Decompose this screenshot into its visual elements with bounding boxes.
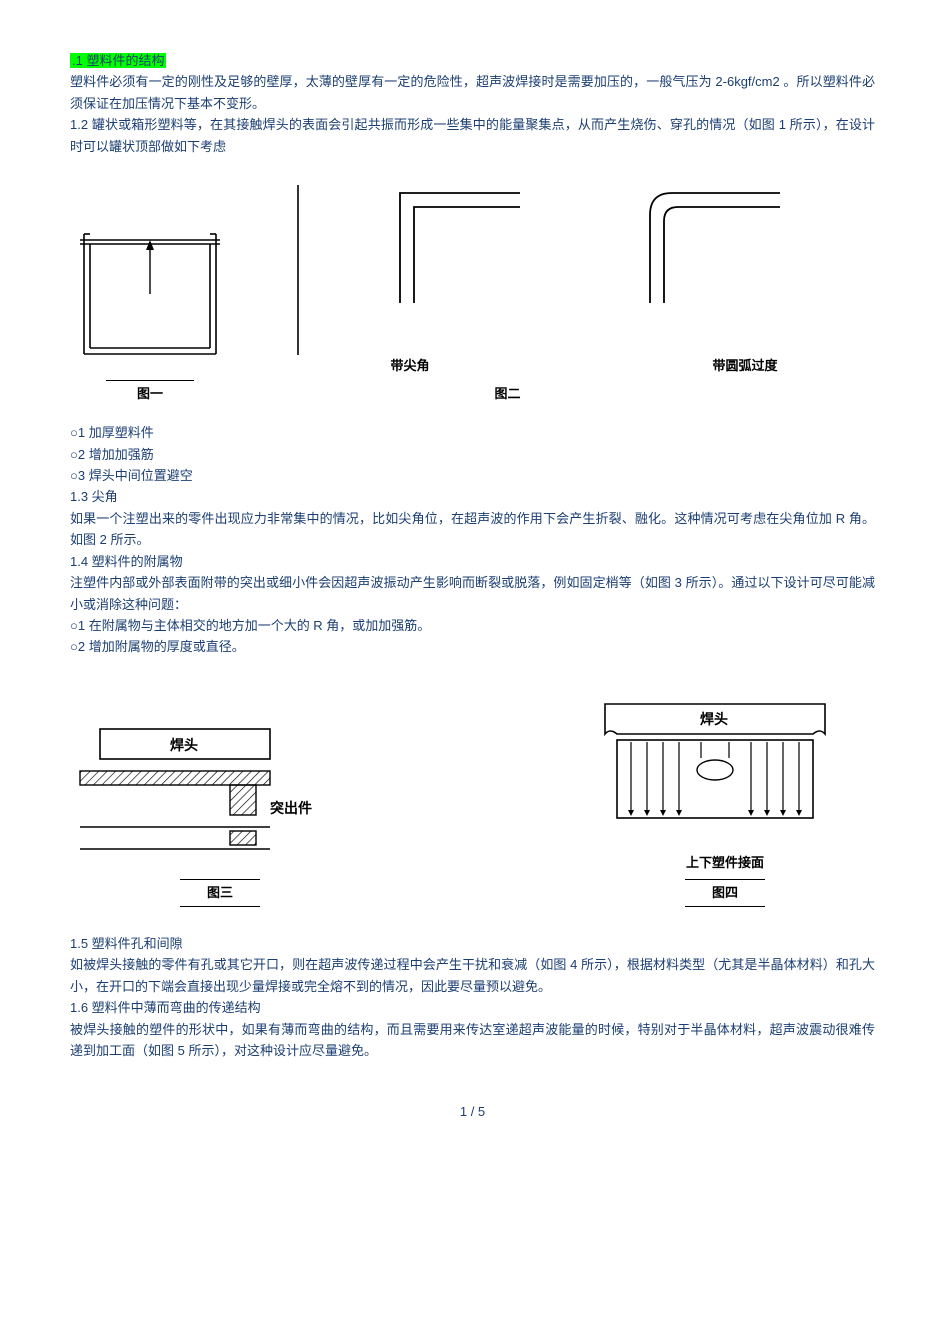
page-total: 5: [478, 1104, 485, 1119]
figure-1-caption: 图一: [106, 380, 194, 404]
figure-2: 带尖角 带圆弧过度 图二: [290, 185, 875, 404]
figure-3: 焊头 突出件 图三: [70, 723, 370, 906]
figure-4-svg: 焊头: [575, 698, 855, 848]
figure-3-caption: 图三: [180, 879, 260, 906]
page-number: 1: [460, 1104, 467, 1119]
bullet-2-1: ○1 在附属物与主体相交的地方加一个大的 R 角，或加加强筋。: [70, 615, 875, 636]
bullet-1-1: ○1 加厚塑料件: [70, 422, 875, 443]
bullet-1-3: ○3 焊头中间位置避空: [70, 465, 875, 486]
fig3-horn-label: 焊头: [170, 737, 198, 754]
section-1-5-p: 如被焊头接触的零件有孔或其它开口，则在超声波传递过程中会产生干扰和衰减（如图 4…: [70, 954, 875, 997]
para-1: 塑料件必须有一定的刚性及足够的壁厚，太薄的壁厚有一定的危险性，超声波焊接时是需要…: [70, 71, 875, 114]
figure-row-2: 焊头 突出件 图三 焊头: [70, 698, 875, 907]
bullet-2-2: ○2 增加附属物的厚度或直径。: [70, 636, 875, 657]
page-footer: 1 / 5: [70, 1101, 875, 1122]
section-1-5-h: 1.5 塑料件孔和间隙: [70, 933, 875, 954]
page-sep: /: [467, 1104, 478, 1119]
section-1-4-p: 注塑件内部或外部表面附带的突出或细小件会因超声波振动产生影响而断裂或脱落，例如固…: [70, 572, 875, 615]
figure-2-caption: 图二: [494, 386, 520, 401]
figure-4-interface-label: 上下塑件接面: [575, 852, 875, 873]
figure-1-svg: [70, 216, 230, 376]
page-content: .1 塑料件的结构 塑料件必须有一定的刚性及足够的壁厚，太薄的壁厚有一定的危险性…: [0, 0, 945, 1163]
fig3-protrude-label: 突出件: [270, 800, 312, 817]
section-1-4-h: 1.4 塑料件的附属物: [70, 551, 875, 572]
section-1-6-h: 1.6 塑料件中薄而弯曲的传递结构: [70, 997, 875, 1018]
bullet-1-2: ○2 增加加强筋: [70, 444, 875, 465]
figure-2-round-label: 带圆弧过度: [712, 358, 777, 373]
figure-4-caption: 图四: [685, 879, 765, 906]
figure-1: 图一: [70, 216, 230, 404]
heading-1: .1 塑料件的结构: [70, 50, 875, 71]
figure-4: 焊头: [575, 698, 875, 907]
section-1-3-h: 1.3 尖角: [70, 486, 875, 507]
figure-3-svg: 焊头 突出件: [70, 723, 370, 873]
section-1-6-p: 被焊头接触的塑件的形状中，如果有薄而弯曲的结构，而且需要用来传达室递超声波能量的…: [70, 1019, 875, 1062]
section-1-3-p: 如果一个注塑出来的零件出现应力非常集中的情况，比如尖角位，在超声波的作用下会产生…: [70, 508, 875, 551]
para-2: 1.2 罐状或箱形塑料等，在其接触焊头的表面会引起共振而形成一些集中的能量聚集点…: [70, 114, 875, 157]
fig4-horn-label: 焊头: [700, 711, 728, 728]
figure-2-sharp-label: 带尖角: [390, 358, 429, 373]
heading-1-text: .1 塑料件的结构: [70, 53, 166, 68]
figure-row-1: 图一 带尖角: [70, 185, 875, 404]
figure-2-svg: [290, 185, 830, 355]
